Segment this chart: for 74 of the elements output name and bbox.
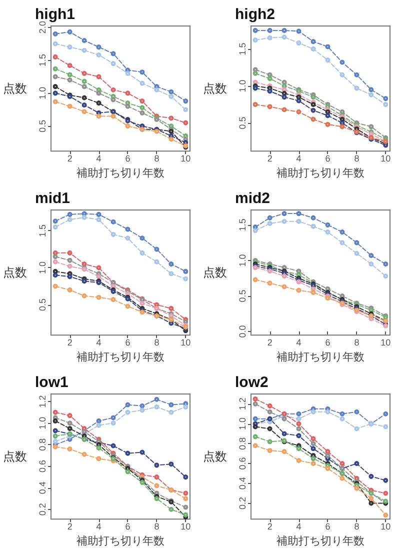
y-axis-title: 点数 — [3, 82, 27, 96]
y-axis-title: 点数 — [3, 450, 27, 464]
y-tick-label: 1.0 — [38, 261, 48, 274]
x-axis-title: 補助打ち切り年数 — [276, 350, 364, 364]
x-axis-title: 補助打ち切り年数 — [276, 534, 364, 548]
x-tick-label: 6 — [125, 338, 130, 348]
x-axis-title: 補助打ち切り年数 — [76, 534, 164, 548]
x-tick-label: 10 — [180, 338, 191, 348]
x-tick-label: 4 — [296, 522, 302, 532]
y-tick-label: 2.0 — [38, 21, 48, 34]
y-tick-label: 1.2 — [38, 395, 48, 408]
y-tick-label: 0.2 — [38, 503, 48, 516]
y-tick-label: 1.2 — [238, 398, 248, 410]
y-tick-label: 1.5 — [38, 224, 48, 237]
y-tick-label: 0.0 — [238, 325, 248, 338]
x-axis-title: 補助打ち切り年数 — [76, 166, 164, 180]
y-axis-title: 点数 — [203, 266, 227, 280]
x-tick-label: 2 — [67, 338, 72, 348]
x-tick-label: 2 — [67, 154, 72, 164]
x-axis-title: 補助打ち切り年数 — [276, 166, 364, 180]
x-tick-label: 6 — [325, 522, 330, 532]
y-tick-label: 0.4 — [238, 477, 248, 490]
y-axis-title: 点数 — [3, 266, 27, 280]
chart-title: high2 — [235, 6, 275, 23]
x-tick-label: 6 — [125, 522, 130, 532]
y-tick-label: 0.5 — [38, 298, 48, 312]
y-tick-label: 0.2 — [238, 496, 248, 510]
x-tick-label: 6 — [325, 338, 330, 348]
x-tick-label: 8 — [354, 338, 360, 348]
y-tick-label: 0.8 — [238, 437, 248, 450]
x-tick-label: 8 — [354, 522, 360, 532]
x-tick-label: 8 — [154, 338, 160, 348]
x-tick-label: 4 — [296, 338, 302, 348]
x-tick-label: 8 — [354, 154, 360, 164]
y-axis-title: 点数 — [203, 450, 227, 464]
y-tick-label: 1.5 — [238, 42, 248, 56]
y-tick-label: 1.0 — [38, 416, 48, 430]
y-tick-label: 0.6 — [38, 460, 48, 473]
chart-title: mid1 — [35, 190, 70, 207]
x-tick-label: 6 — [125, 154, 130, 164]
y-tick-label: 1.0 — [238, 418, 248, 430]
x-tick-label: 2 — [67, 522, 72, 532]
x-tick-label: 2 — [267, 522, 272, 532]
x-tick-label: 10 — [180, 154, 191, 164]
x-tick-label: 2 — [267, 338, 272, 348]
x-tick-label: 4 — [296, 154, 302, 164]
chart-title: low1 — [35, 374, 68, 391]
x-tick-label: 8 — [154, 154, 160, 164]
y-axis-title: 点数 — [203, 82, 227, 96]
y-tick-label: 1.0 — [38, 86, 48, 100]
chart-title: mid2 — [235, 190, 270, 207]
chart-title: high1 — [35, 6, 75, 23]
x-axis-title: 補助打ち切り年数 — [76, 350, 164, 364]
x-tick-label: 4 — [96, 522, 102, 532]
y-tick-label: 1.0 — [238, 254, 248, 267]
y-tick-label: 0.6 — [238, 457, 248, 470]
y-tick-label: 0.4 — [38, 482, 48, 494]
x-tick-label: 2 — [267, 154, 272, 164]
x-tick-label: 10 — [180, 522, 191, 532]
x-tick-label: 4 — [96, 154, 102, 164]
y-tick-label: 0.8 — [38, 438, 48, 451]
y-tick-label: 0.5 — [238, 116, 248, 130]
x-tick-label: 6 — [325, 154, 330, 164]
y-tick-label: 0.5 — [238, 290, 248, 302]
chart-title: low2 — [235, 374, 268, 391]
x-tick-label: 10 — [380, 338, 391, 348]
x-tick-label: 10 — [380, 522, 391, 532]
y-tick-label: 1.5 — [238, 218, 248, 232]
y-tick-label: 0.5 — [38, 120, 48, 132]
x-tick-label: 4 — [96, 338, 102, 348]
x-tick-label: 8 — [154, 522, 160, 532]
x-tick-label: 10 — [380, 154, 391, 164]
y-tick-label: 1.0 — [238, 80, 248, 92]
y-tick-label: 1.5 — [38, 54, 48, 66]
